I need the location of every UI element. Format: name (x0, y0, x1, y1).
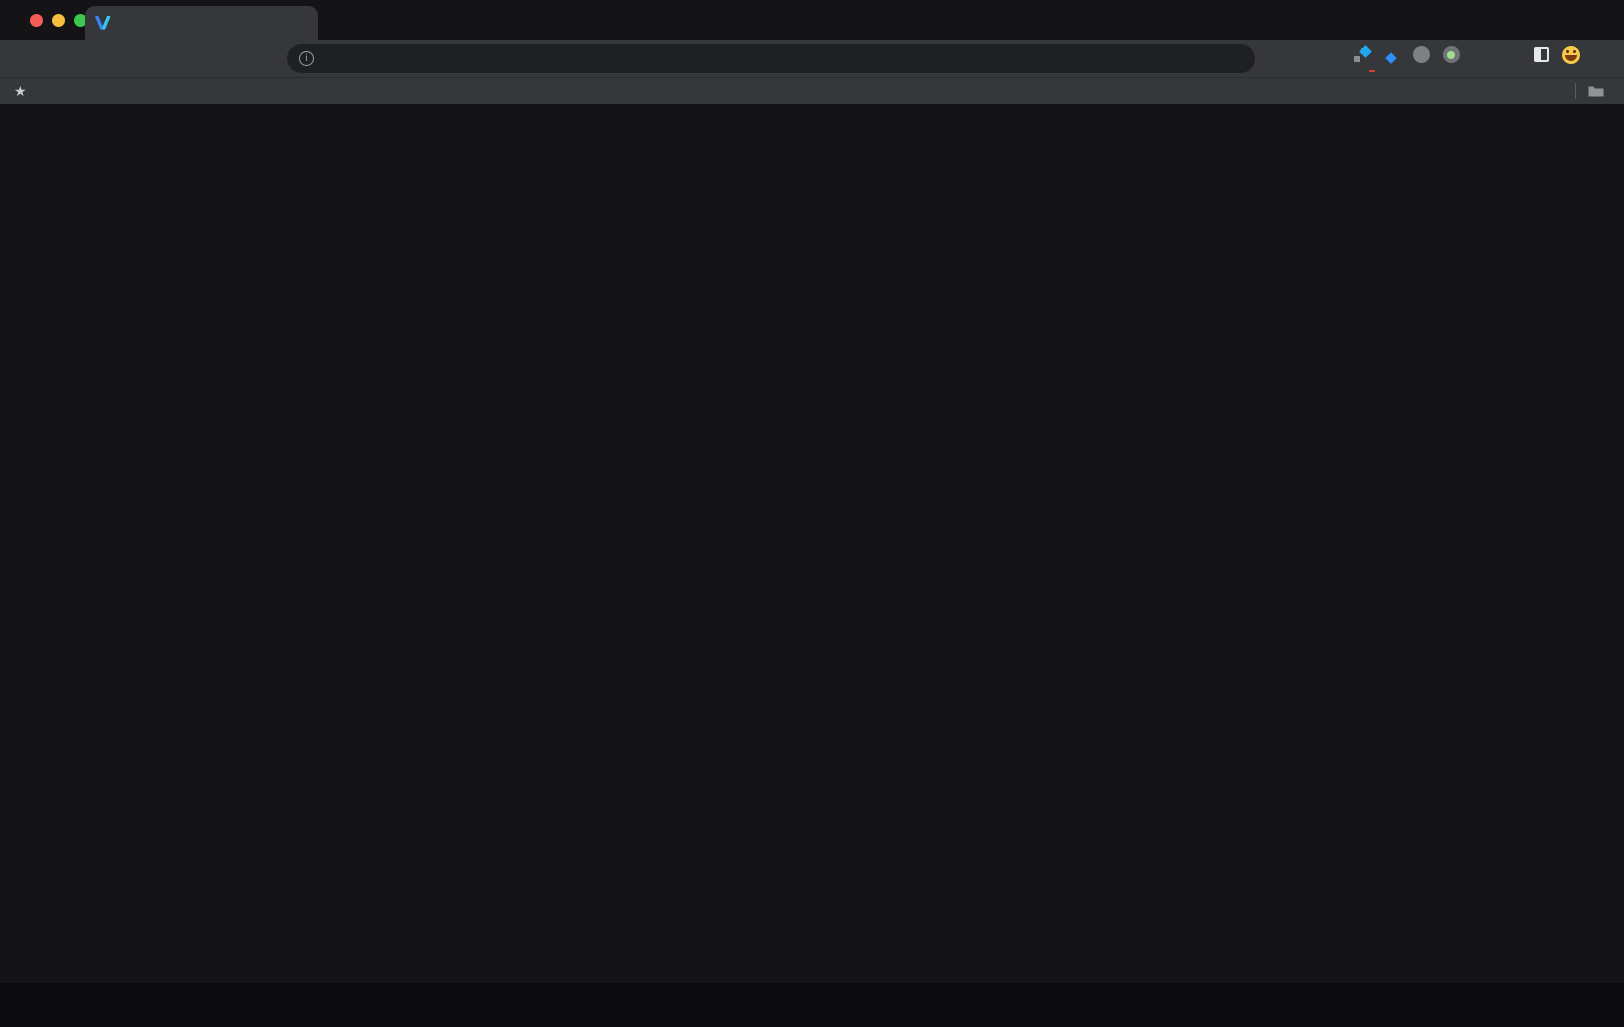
extensions-row: ◆ (1346, 45, 1616, 72)
page-footer-strip (0, 983, 1624, 1027)
extension-badge (1369, 70, 1375, 72)
gem-extension-icon[interactable]: ◆ (1385, 49, 1397, 66)
bookmarks-divider (1575, 83, 1576, 99)
bookmarks-star-icon: ★ (14, 82, 27, 99)
bookmarks-bar: ★ (0, 77, 1624, 104)
bookmarks-manager[interactable]: ★ (14, 83, 33, 100)
minimize-window-button[interactable] (52, 14, 65, 27)
address-bar[interactable]: i (287, 44, 1255, 73)
dashboard-page (0, 104, 1624, 1027)
other-bookmarks-folder[interactable] (1588, 85, 1610, 97)
titlebar (0, 0, 1624, 40)
tab-favicon (95, 16, 111, 30)
zoom-window-button[interactable] (74, 14, 87, 27)
sidebar-toggle-icon[interactable] (1526, 47, 1556, 69)
browser-toolbar: i ◆ (0, 40, 1624, 77)
browser-tab[interactable] (85, 6, 318, 40)
gauge-chart[interactable] (1088, 666, 1310, 888)
command-extension-icon[interactable] (1406, 46, 1436, 70)
toolbar-actions (1254, 47, 1314, 69)
progress-bar-chart[interactable] (985, 160, 1385, 400)
emoji-extension-icon[interactable] (1556, 45, 1586, 71)
site-info-icon[interactable]: i (299, 51, 314, 66)
dot-circle-extension-icon[interactable] (1436, 46, 1466, 70)
folder-icon (1588, 86, 1604, 97)
extension-blocks-icon[interactable] (1346, 45, 1376, 72)
close-window-button[interactable] (30, 14, 43, 27)
